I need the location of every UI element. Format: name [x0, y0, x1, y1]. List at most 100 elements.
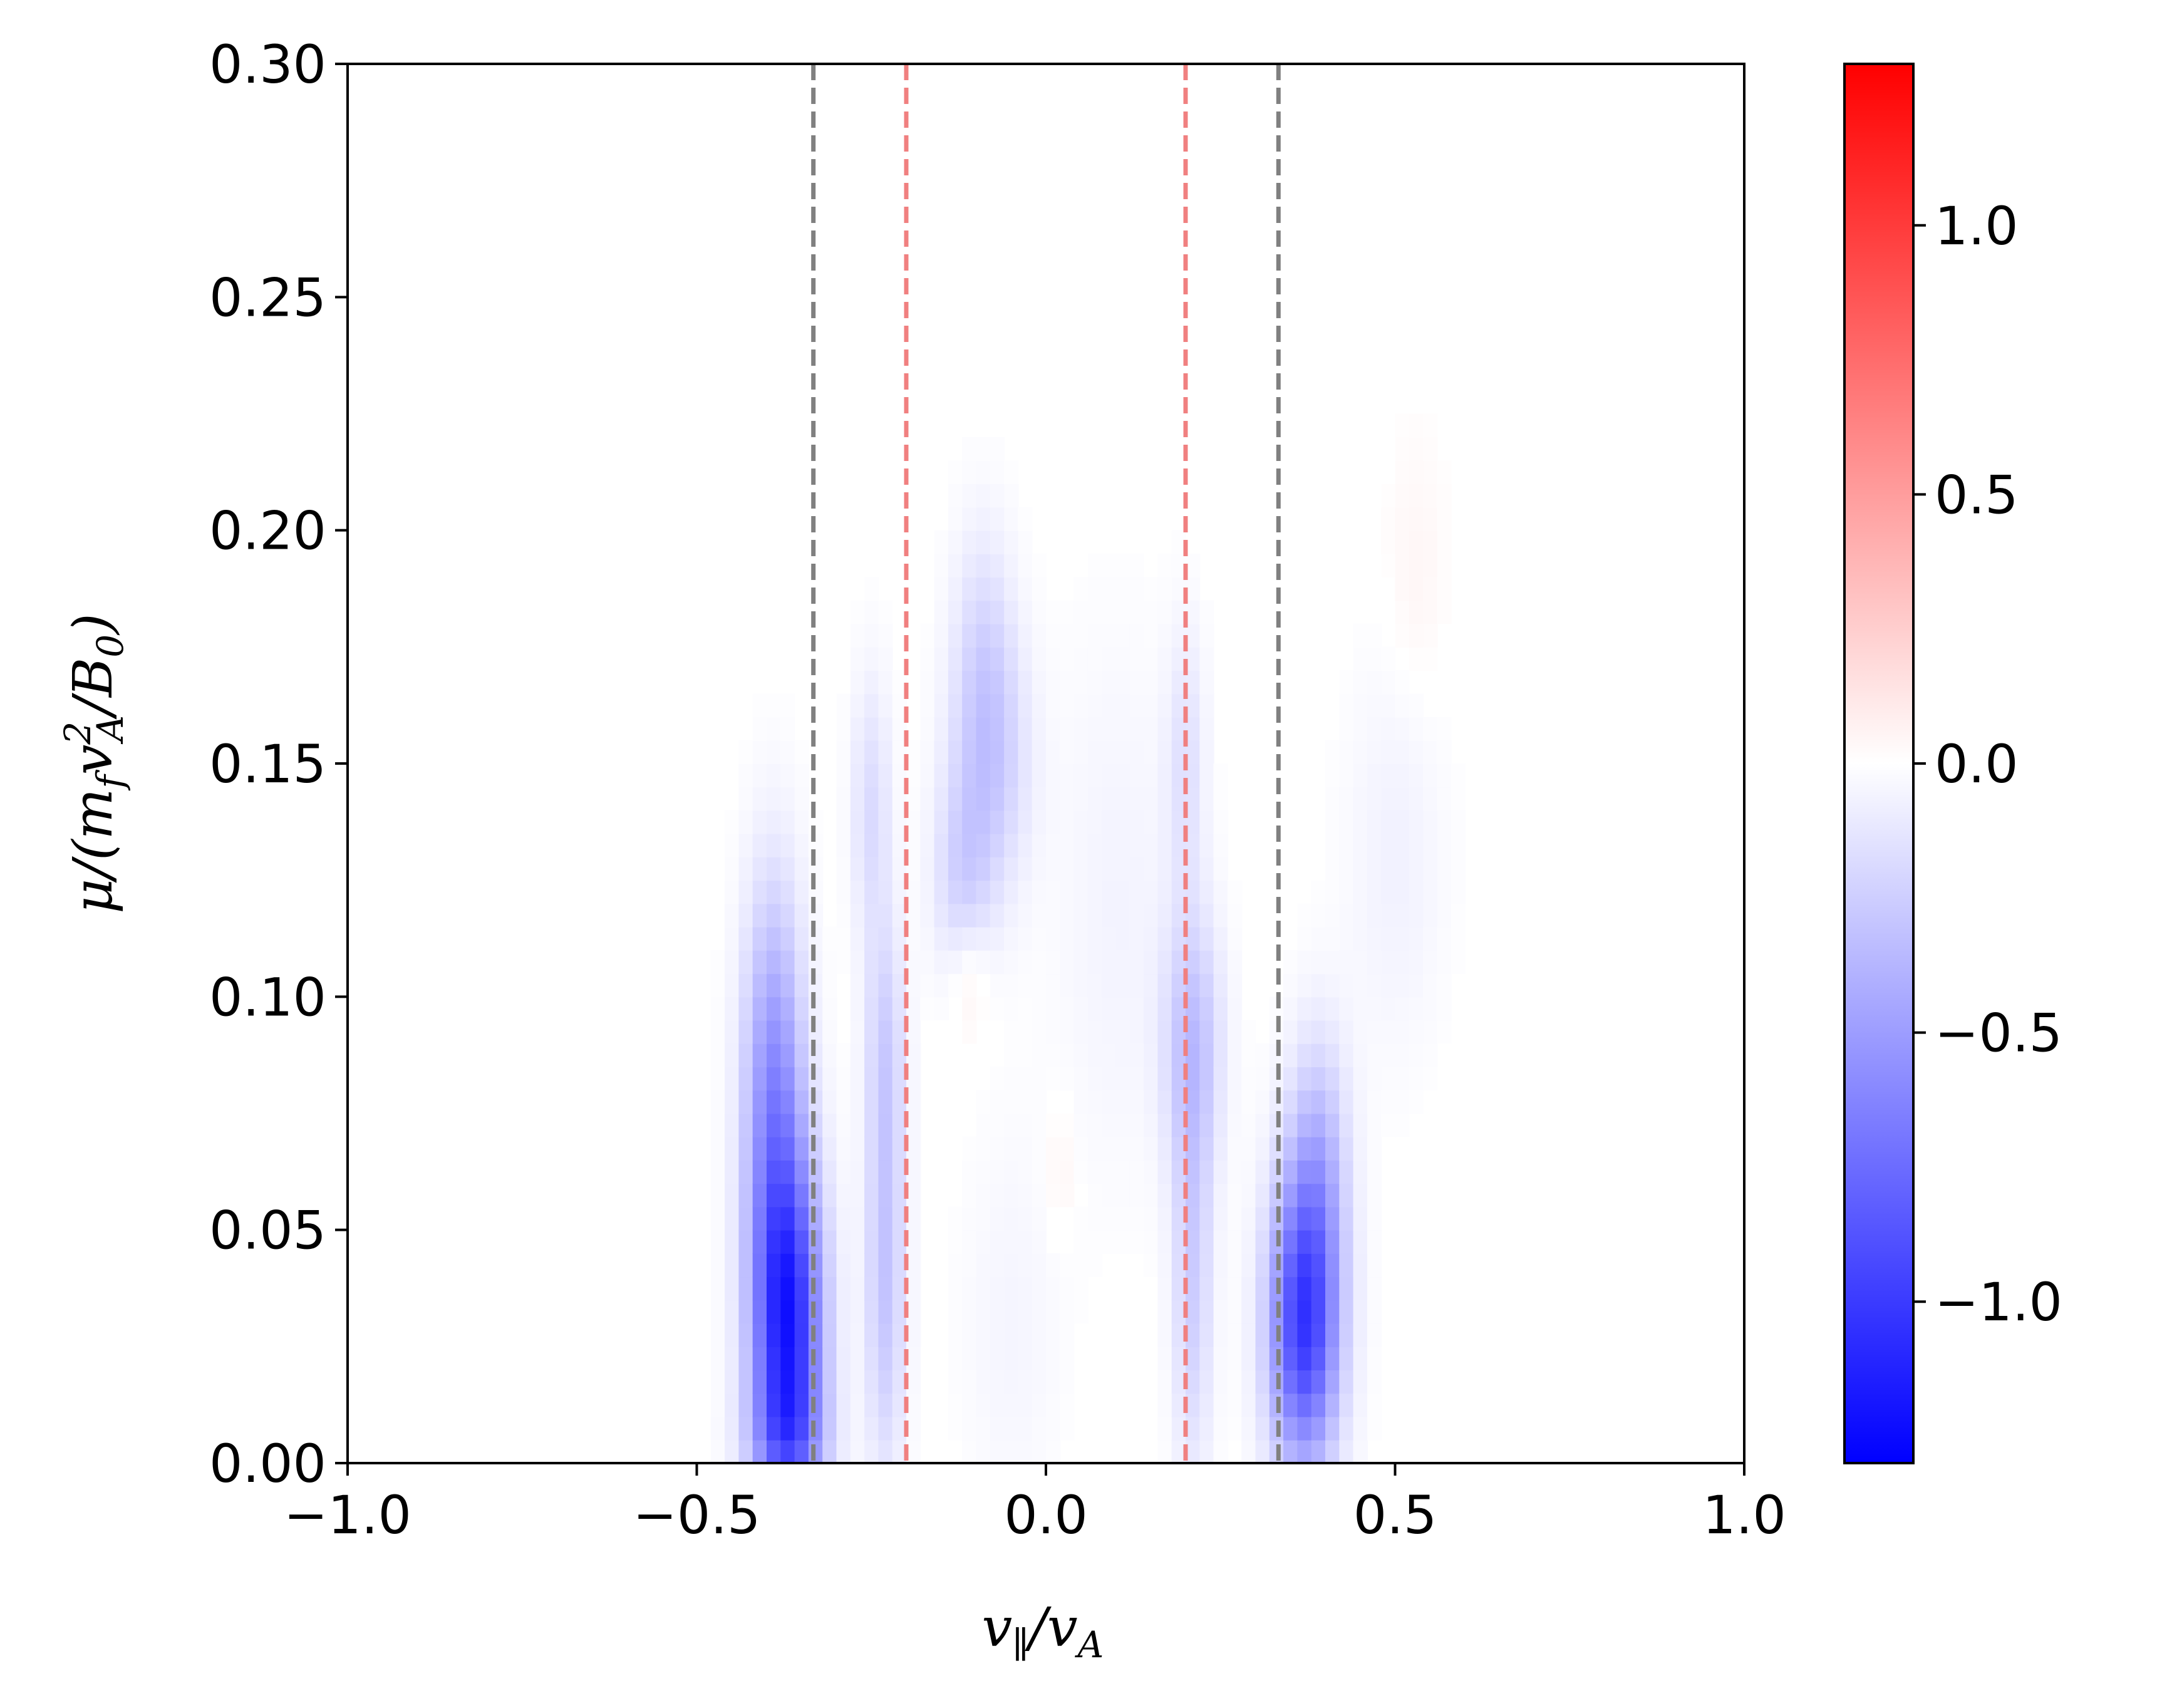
heatmap-cell — [1171, 833, 1186, 857]
heatmap-cell — [1046, 856, 1061, 881]
heatmap-cell — [1353, 1067, 1368, 1091]
heatmap-cell — [1409, 460, 1424, 485]
heatmap-cell — [1409, 413, 1424, 438]
heatmap-cell — [962, 1346, 977, 1370]
heatmap-cell — [780, 787, 795, 811]
heatmap-cell — [1004, 856, 1019, 881]
heatmap-cell — [725, 833, 740, 857]
heatmap-cell — [1297, 1206, 1312, 1231]
heatmap-cell — [850, 833, 866, 857]
heatmap-cell — [1451, 950, 1466, 975]
heatmap-cell — [725, 1043, 740, 1067]
heatmap-cell — [1325, 1067, 1340, 1091]
heatmap-cell — [1073, 670, 1089, 695]
heatmap-cell — [1325, 810, 1340, 834]
heatmap-cell — [1046, 1300, 1061, 1324]
heatmap-cell — [1004, 670, 1019, 695]
heatmap-cell — [1409, 996, 1424, 1021]
heatmap-cell — [906, 1136, 921, 1161]
heatmap-cell — [752, 1439, 767, 1463]
heatmap-cell — [1437, 950, 1452, 975]
heatmap-cell — [1171, 1323, 1186, 1347]
heatmap-cell — [948, 763, 963, 788]
heatmap-cell — [1018, 996, 1033, 1021]
heatmap-cell — [1060, 810, 1075, 834]
heatmap-cell — [836, 763, 851, 788]
heatmap-cell — [1004, 460, 1019, 485]
heatmap-cell — [934, 646, 949, 671]
heatmap-cell — [1423, 1067, 1438, 1091]
heatmap-cell — [1353, 763, 1368, 788]
heatmap-cell — [1255, 1346, 1270, 1370]
heatmap-cell — [1087, 1043, 1103, 1067]
heatmap-cell — [1004, 530, 1019, 554]
heatmap-cell — [1199, 1020, 1214, 1044]
heatmap-cell — [850, 1043, 866, 1067]
heatmap-cell — [767, 903, 782, 928]
heatmap-cell — [990, 530, 1005, 554]
heatmap-cell — [1297, 1067, 1312, 1091]
heatmap-cell — [1409, 484, 1424, 508]
heatmap-cell — [892, 903, 907, 928]
heatmap-cell — [1102, 1020, 1117, 1044]
heatmap-cell — [1073, 856, 1089, 881]
heatmap-cell — [962, 623, 977, 648]
heatmap-cell — [1102, 740, 1117, 764]
heatmap-cell — [906, 810, 921, 834]
heatmap-cell — [1171, 740, 1186, 764]
heatmap-cell — [725, 1416, 740, 1441]
heatmap-cell — [878, 1160, 893, 1184]
heatmap-cell — [1213, 1090, 1228, 1114]
heatmap-cell — [948, 623, 963, 648]
heatmap-cell — [878, 880, 893, 904]
heatmap-cell — [1297, 1323, 1312, 1347]
heatmap-cell — [1102, 1043, 1117, 1067]
heatmap-cell — [1018, 530, 1033, 554]
heatmap-cell — [948, 507, 963, 531]
heatmap-cell — [836, 1183, 851, 1208]
heatmap-cell — [1157, 1067, 1172, 1091]
heatmap-cell — [990, 460, 1005, 485]
heatmap-cell — [1353, 1323, 1368, 1347]
heatmap-cell — [850, 1090, 866, 1114]
heatmap-cell — [1213, 1020, 1228, 1044]
heatmap-cell — [1395, 530, 1410, 554]
heatmap-cell — [1115, 880, 1130, 904]
heatmap-cell — [990, 1393, 1005, 1417]
heatmap-cell — [906, 1323, 921, 1347]
heatmap-cell — [808, 1067, 824, 1091]
heatmap-cell — [767, 1090, 782, 1114]
heatmap-cell — [948, 856, 963, 881]
heatmap-cell — [1213, 973, 1228, 998]
heatmap-cell — [794, 787, 809, 811]
heatmap-cell — [920, 856, 935, 881]
heatmap-cell — [892, 1136, 907, 1161]
heatmap-cell — [864, 1253, 879, 1278]
heatmap-cell — [850, 1067, 866, 1091]
heatmap-cell — [1339, 670, 1354, 695]
heatmap-cell — [1018, 717, 1033, 741]
heatmap-cell — [920, 670, 935, 695]
heatmap-cell — [1423, 996, 1438, 1021]
heatmap-cell — [1046, 1439, 1061, 1463]
heatmap-cell — [948, 1253, 963, 1278]
heatmap-cell — [1325, 1160, 1340, 1184]
heatmap-cell — [1409, 1067, 1424, 1091]
heatmap-cell — [1311, 1323, 1326, 1347]
heatmap-cell — [822, 996, 837, 1021]
heatmap-cell — [1157, 833, 1172, 857]
heatmap-cell — [934, 577, 949, 601]
heatmap-cell — [767, 1300, 782, 1324]
heatmap-cell — [1451, 810, 1466, 834]
heatmap-cell — [1423, 903, 1438, 928]
heatmap-cell — [990, 646, 1005, 671]
heatmap-cell — [1087, 810, 1103, 834]
heatmap-cell — [1339, 1253, 1354, 1278]
heatmap-cell — [864, 717, 879, 741]
heatmap-cell — [1144, 740, 1159, 764]
heatmap-cell — [1437, 553, 1452, 578]
heatmap-cell — [850, 763, 866, 788]
heatmap-cell — [1381, 484, 1396, 508]
heatmap-cell — [864, 1229, 879, 1254]
heatmap-cell — [794, 1393, 809, 1417]
